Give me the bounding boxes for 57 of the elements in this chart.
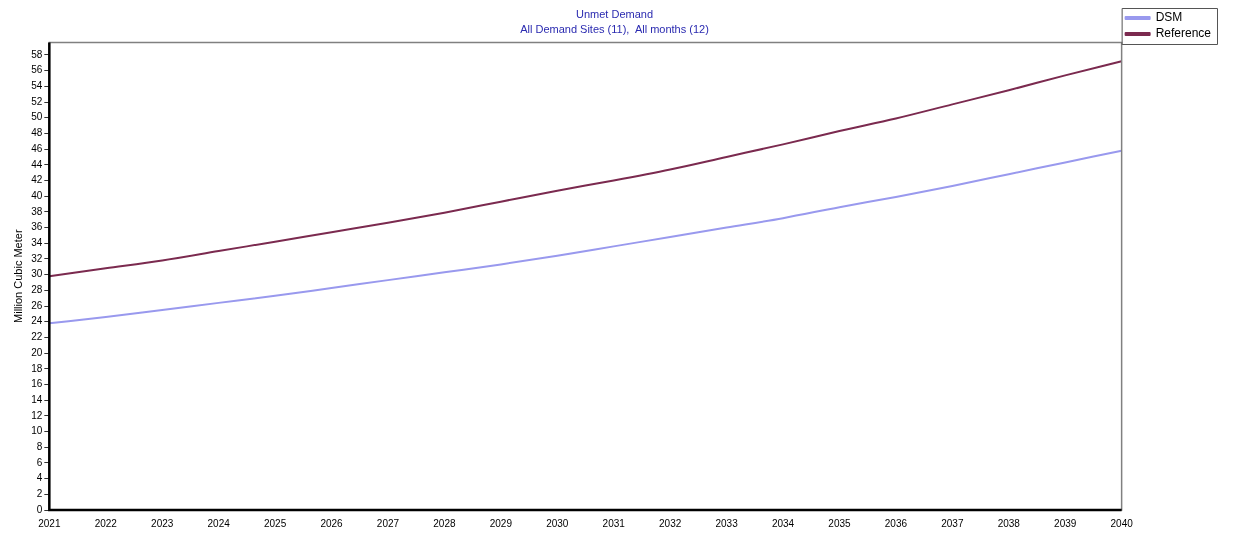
y-tick-label: 14 (31, 393, 43, 405)
y-tick-label: 50 (31, 111, 43, 123)
y-tick-label: 34 (31, 237, 43, 248)
y-tick-label: 54 (31, 80, 43, 92)
x-tick-label: 2034 (771, 517, 795, 529)
x-tick-label: 2033 (715, 517, 739, 529)
x-tick-label: 2021 (38, 517, 61, 529)
y-tick-label: 26 (31, 299, 43, 311)
y-tick-label: 46 (31, 142, 43, 154)
y-tick-label: 38 (31, 205, 43, 217)
legend-label: Reference (1155, 26, 1212, 41)
x-tick-label: 2031 (602, 517, 626, 529)
x-tick-label: 2040 (1110, 517, 1134, 529)
y-tick-label: 6 (36, 456, 43, 468)
x-tick-label: 2024 (207, 517, 231, 529)
y-tick-label: 48 (31, 127, 43, 139)
x-tick-label: 2023 (151, 517, 174, 529)
y-tick-label: 40 (31, 189, 43, 201)
chart-subtitle: All Demand Sites (11), All months (12) (520, 22, 709, 35)
chart-title: Unmet Demand (575, 7, 654, 20)
y-tick-label: 2 (36, 488, 43, 500)
x-tick-label: 2038 (997, 517, 1021, 529)
x-tick-label: 2027 (376, 517, 400, 529)
x-tick-label: 2036 (884, 517, 908, 529)
y-tick-label: 16 (31, 378, 43, 390)
line-series (49, 60, 1122, 278)
x-tick-label: 2030 (546, 517, 569, 529)
y-tick-label: 44 (31, 158, 43, 170)
y-tick-label: 28 (31, 284, 43, 296)
y-axis-title: Million Cubic Meter (11, 229, 24, 323)
x-tick-label: 2039 (1054, 517, 1077, 529)
x-tick-label: 2037 (941, 517, 964, 529)
y-tick-label: 20 (31, 346, 43, 358)
y-tick-label: 22 (31, 331, 43, 343)
y-tick-label: 18 (31, 362, 43, 374)
legend-label: DSM (1155, 10, 1183, 25)
y-tick-label: 4 (36, 472, 43, 484)
y-tick-label: 42 (31, 174, 43, 186)
line-series (49, 149, 1122, 325)
y-tick-label: 24 (31, 315, 43, 327)
y-tick-label: 52 (31, 95, 43, 107)
x-tick-label: 2035 (828, 517, 852, 529)
x-tick-label: 2032 (659, 517, 682, 529)
y-tick-label: 32 (31, 252, 43, 264)
y-tick-label: 30 (31, 268, 43, 280)
y-tick-label: 12 (31, 409, 43, 421)
x-tick-label: 2022 (94, 517, 118, 529)
y-tick-label: 10 (31, 425, 43, 437)
x-tick-label: 2028 (433, 517, 456, 529)
y-tick-label: 8 (36, 440, 43, 452)
y-tick-label: 0 (36, 503, 43, 515)
y-tick-label: 58 (31, 48, 43, 60)
y-tick-label: 56 (31, 64, 43, 76)
x-tick-label: 2025 (263, 517, 287, 529)
y-tick-label: 36 (31, 221, 43, 233)
x-tick-label: 2026 (320, 517, 344, 529)
x-tick-label: 2029 (489, 517, 513, 529)
